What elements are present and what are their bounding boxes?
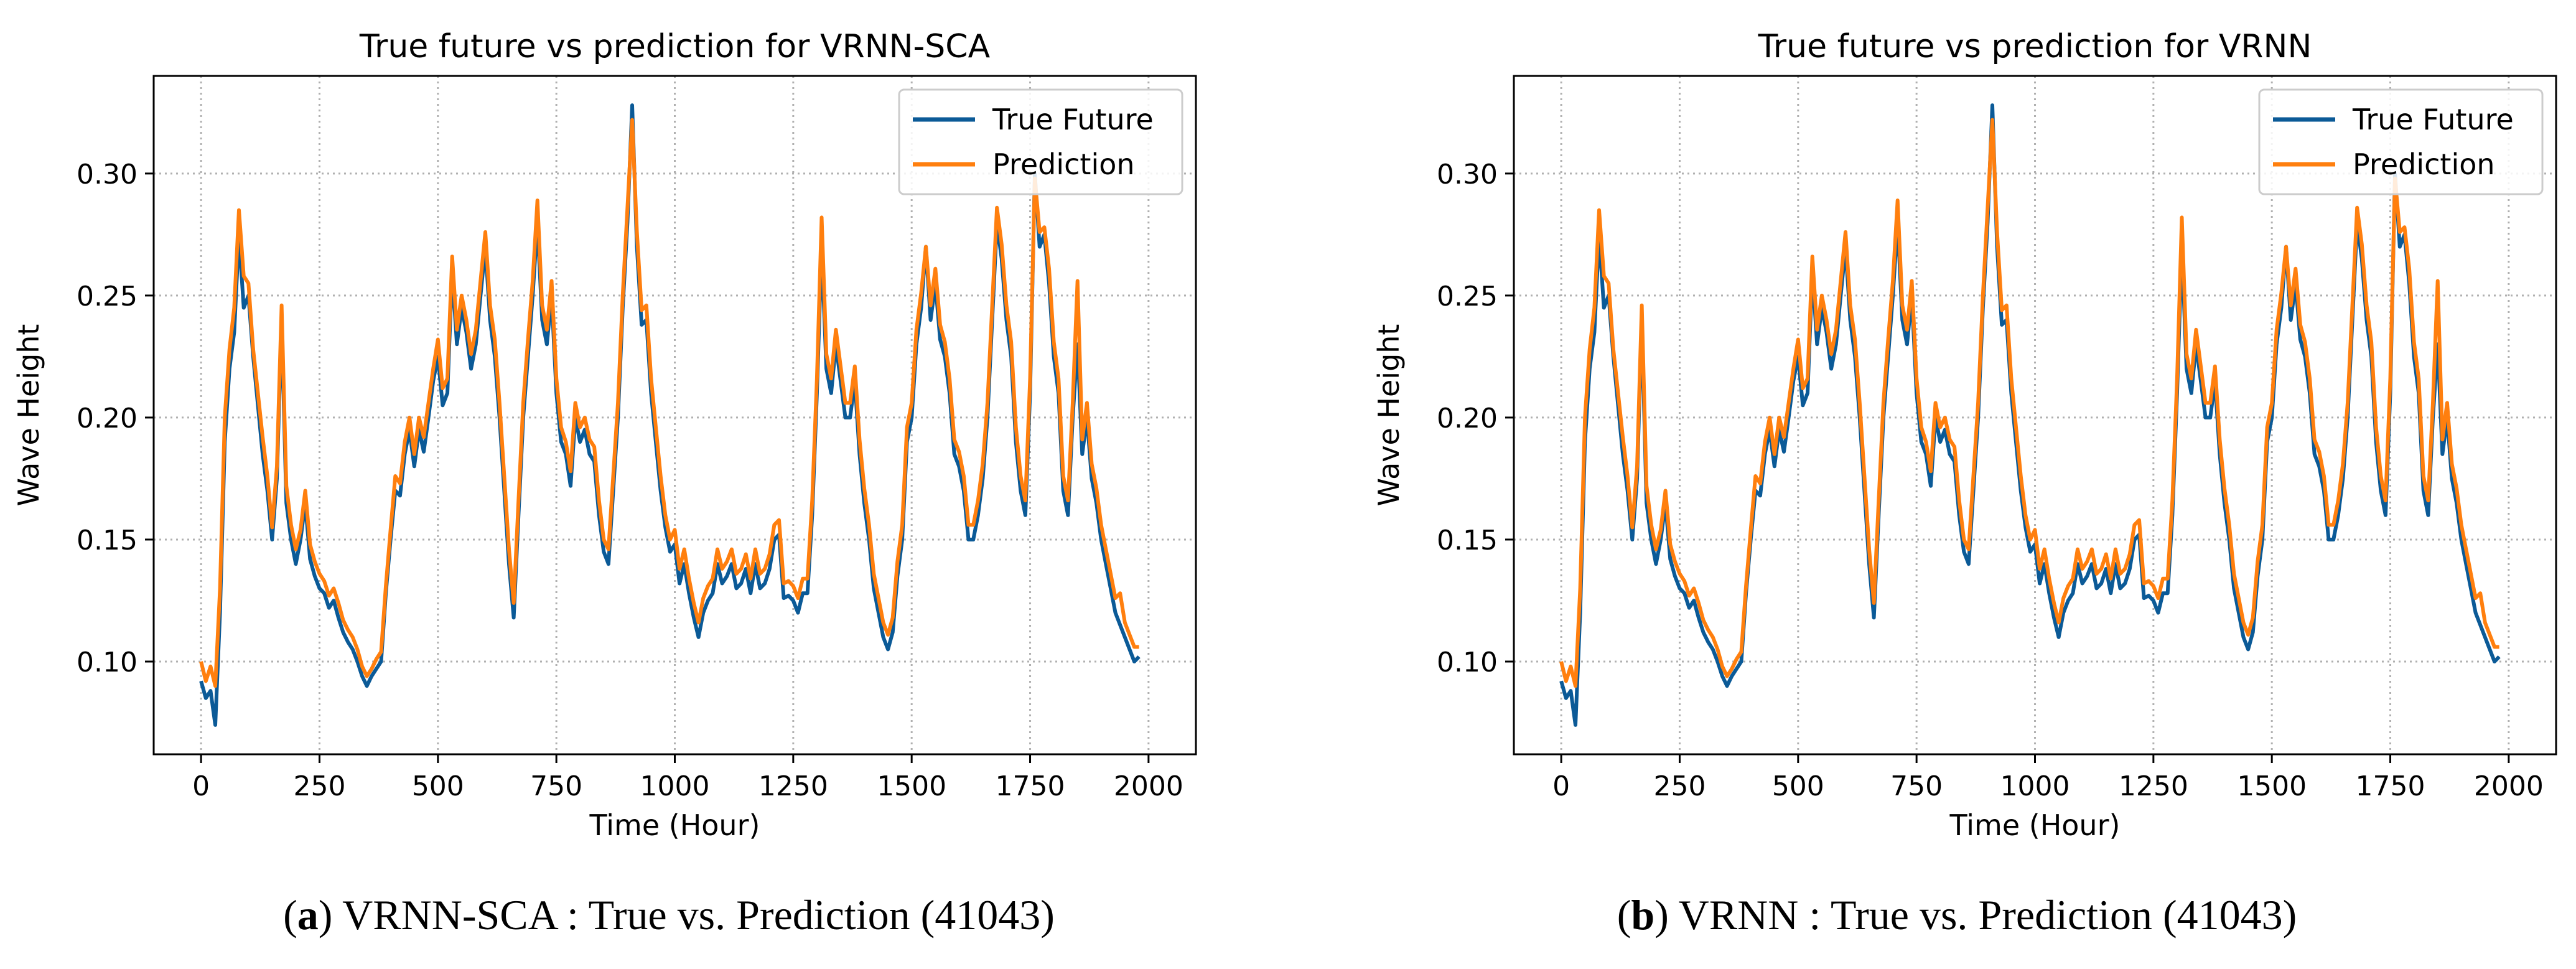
y-axis-label: Wave Height <box>12 324 45 507</box>
chart-panel-vrnn-sca: 0 250 500 750 1000 1250 1500 1750 2000 0.10 0.15 0.… <box>12 28 1197 842</box>
x-tick-label: 500 <box>412 770 464 802</box>
y-tick-label: 0.20 <box>77 403 138 434</box>
x-tick-label: 1250 <box>2119 770 2188 802</box>
chart-title: True future vs prediction for VRNN-SCA <box>359 28 991 65</box>
x-tick-label: 0 <box>1552 770 1570 802</box>
caption-text-b: VRNN : True vs. Prediction (41043) <box>1678 891 2297 939</box>
legend-label: True Future <box>992 103 1154 136</box>
caption-vrnn-sca: (a) VRNN-SCA : True vs. Prediction (4104… <box>283 891 1055 939</box>
x-tick-label: 1750 <box>2356 770 2425 802</box>
y-tick-label: 0.25 <box>1437 281 1498 312</box>
series-line-prediction <box>1559 118 2499 688</box>
legend-box <box>898 88 1183 195</box>
x-tick-label: 2000 <box>1114 770 1183 802</box>
x-tick-label: 1500 <box>877 770 946 802</box>
x-axis-label: Time (Hour) <box>1949 808 2121 842</box>
x-tick-label: 1000 <box>2000 770 2070 802</box>
chart-panel-vrnn: 0 250 500 750 1000 1250 1500 1750 2000 0.10 0.15 0.… <box>1372 28 2557 842</box>
x-tick-label: 1000 <box>640 770 710 802</box>
caption-text-a: VRNN-SCA : True vs. Prediction (41043) <box>342 891 1055 939</box>
x-tick-label: 1500 <box>2237 770 2307 802</box>
series-line-true-future <box>199 103 1141 727</box>
x-tick-label: 750 <box>530 770 582 802</box>
y-tick-label: 0.30 <box>77 159 138 190</box>
x-tick-label: 500 <box>1772 770 1824 802</box>
y-tick-label: 0.30 <box>1437 159 1498 190</box>
legend-box <box>2258 88 2544 195</box>
y-tick-label: 0.10 <box>1437 647 1498 678</box>
legend-label: Prediction <box>2353 147 2495 181</box>
caption-label-b: b <box>1631 891 1655 939</box>
y-axis-label: Wave Height <box>1372 324 1406 507</box>
y-tick-label: 0.15 <box>77 525 138 556</box>
series-line-true-future <box>1559 103 2501 727</box>
x-tick-label: 1750 <box>996 770 1065 802</box>
x-tick-label: 1250 <box>758 770 828 802</box>
y-tick-label: 0.10 <box>77 647 138 678</box>
x-tick-label: 250 <box>1653 770 1706 802</box>
x-tick-label: 0 <box>192 770 210 802</box>
legend-label: Prediction <box>992 147 1135 181</box>
caption-label-a: a <box>297 891 319 939</box>
caption-vrnn: (b) VRNN : True vs. Prediction (41043) <box>1617 891 2297 939</box>
x-tick-label: 2000 <box>2474 770 2544 802</box>
x-tick-label: 250 <box>293 770 345 802</box>
y-tick-label: 0.20 <box>1437 403 1498 434</box>
chart-title: True future vs prediction for VRNN <box>1758 28 2312 65</box>
x-axis-label: Time (Hour) <box>589 808 760 842</box>
y-tick-label: 0.15 <box>1437 525 1498 556</box>
x-tick-label: 750 <box>1890 770 1943 802</box>
series-line-prediction <box>199 118 1139 688</box>
legend-label: True Future <box>2352 103 2514 136</box>
y-tick-label: 0.25 <box>77 281 138 312</box>
